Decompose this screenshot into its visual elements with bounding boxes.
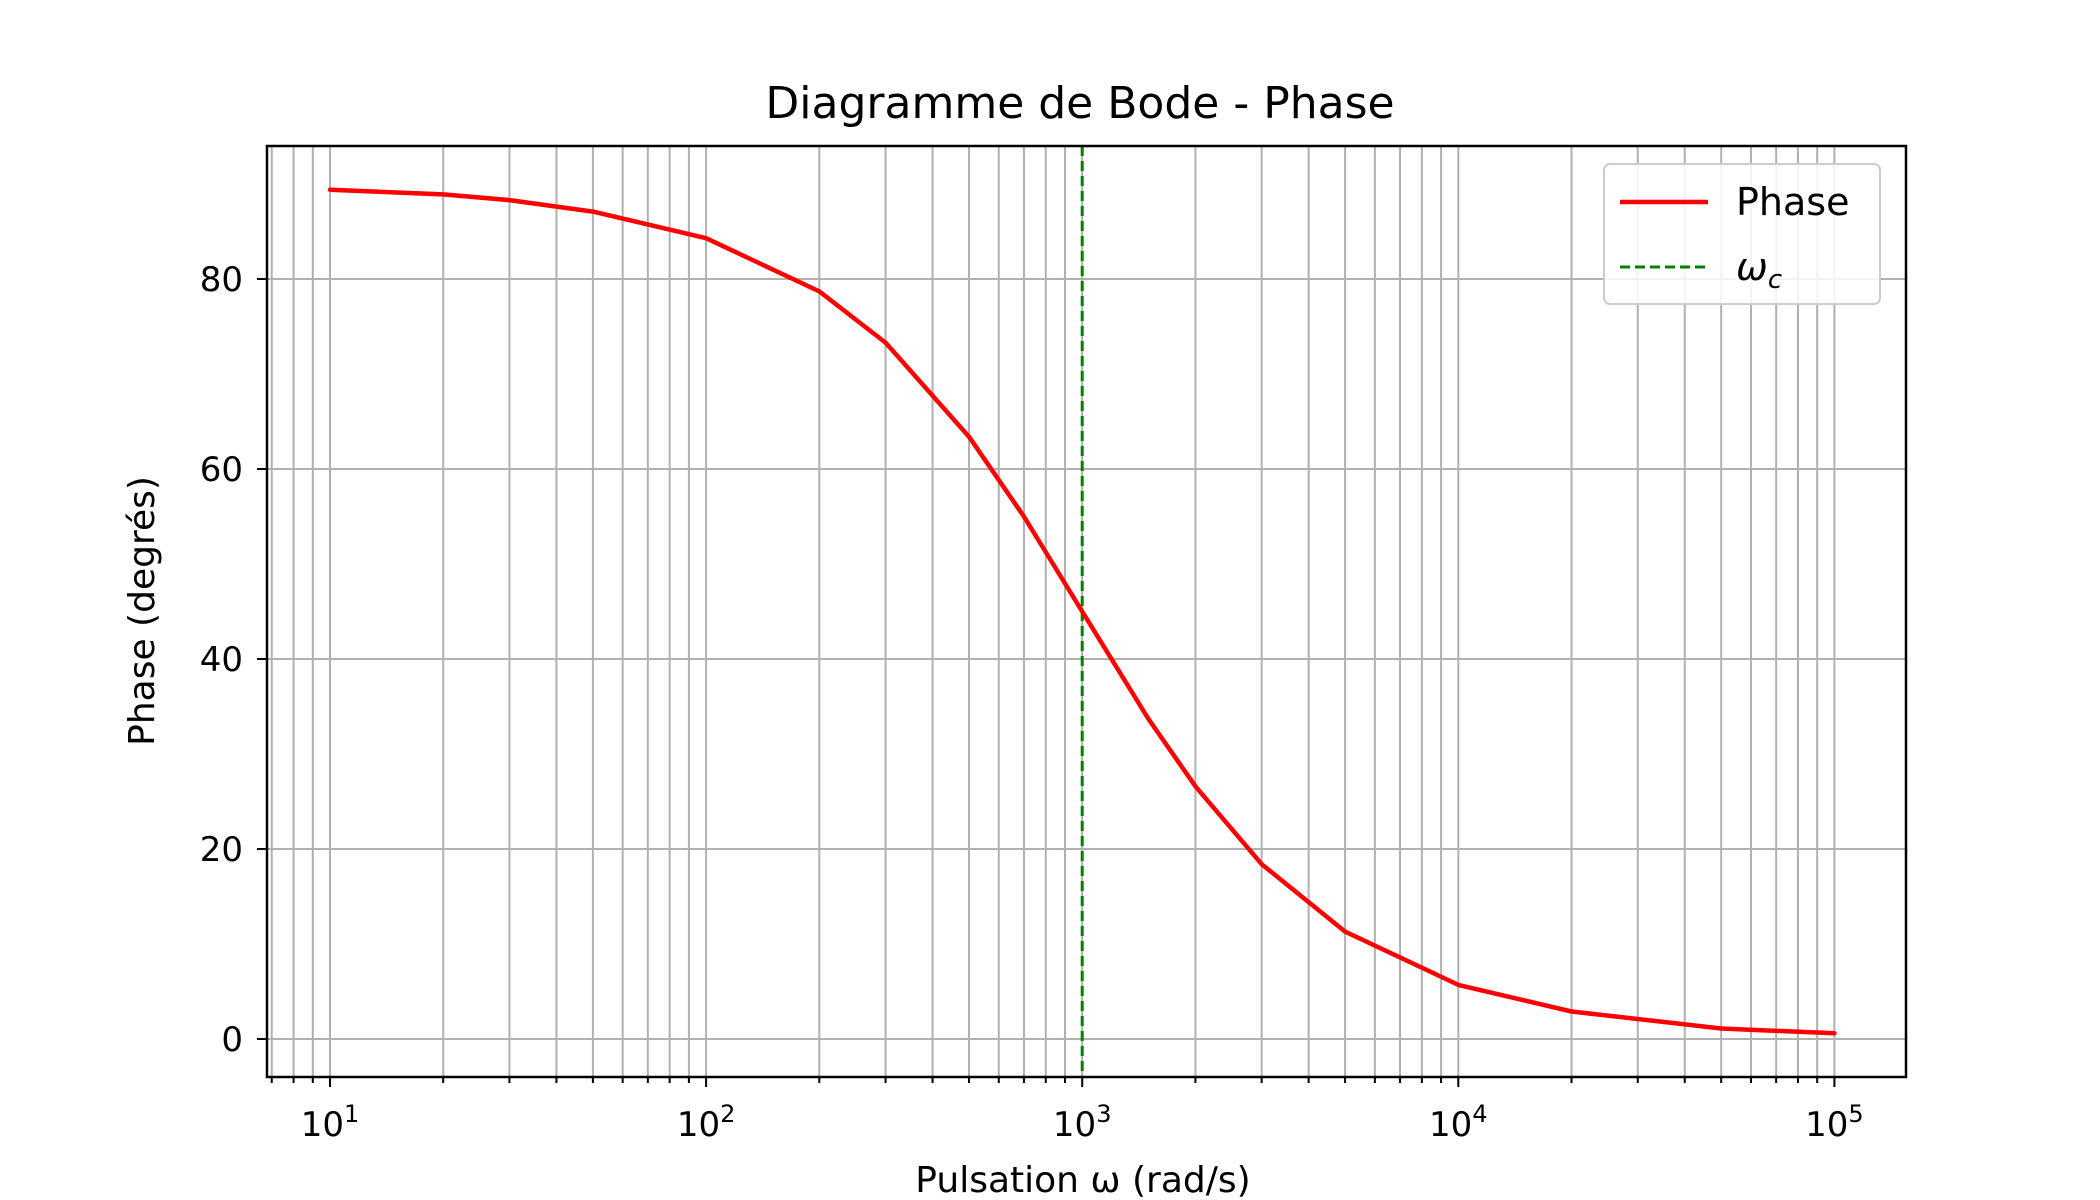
- y-tick-label: 40: [200, 640, 243, 680]
- legend-phase-label: Phase: [1736, 180, 1849, 224]
- plot-frame: [265, 144, 1908, 1079]
- y-tick-label: 0: [221, 1020, 243, 1060]
- phase-line: [327, 187, 1837, 1036]
- x-tick-label: 104: [1429, 1100, 1488, 1145]
- y-tick-label: 20: [200, 830, 243, 870]
- y-axis-label: Phase (degrés): [122, 476, 163, 746]
- y-tick-label: 60: [200, 450, 243, 490]
- chart-title: Diagramme de Bode - Phase: [765, 78, 1394, 129]
- x-tick-label: 102: [677, 1100, 736, 1145]
- x-tick-label: 103: [1053, 1100, 1112, 1145]
- y-tick-label: 80: [200, 260, 243, 300]
- plot-area: [327, 146, 1837, 1077]
- x-tick-label: 101: [301, 1100, 360, 1145]
- legend-omega-c-label: ωc: [1736, 245, 1782, 295]
- y-axis: 0 20 40 60 80: [200, 260, 267, 1060]
- legend: Phase ωc: [1603, 163, 1881, 305]
- x-tick-label: 105: [1805, 1100, 1864, 1145]
- x-axis-label: Pulsation ω (rad/s): [915, 1160, 1250, 1200]
- x-axis: 101 102 103 104 105: [270, 1077, 1864, 1145]
- legend-box: [1603, 163, 1881, 305]
